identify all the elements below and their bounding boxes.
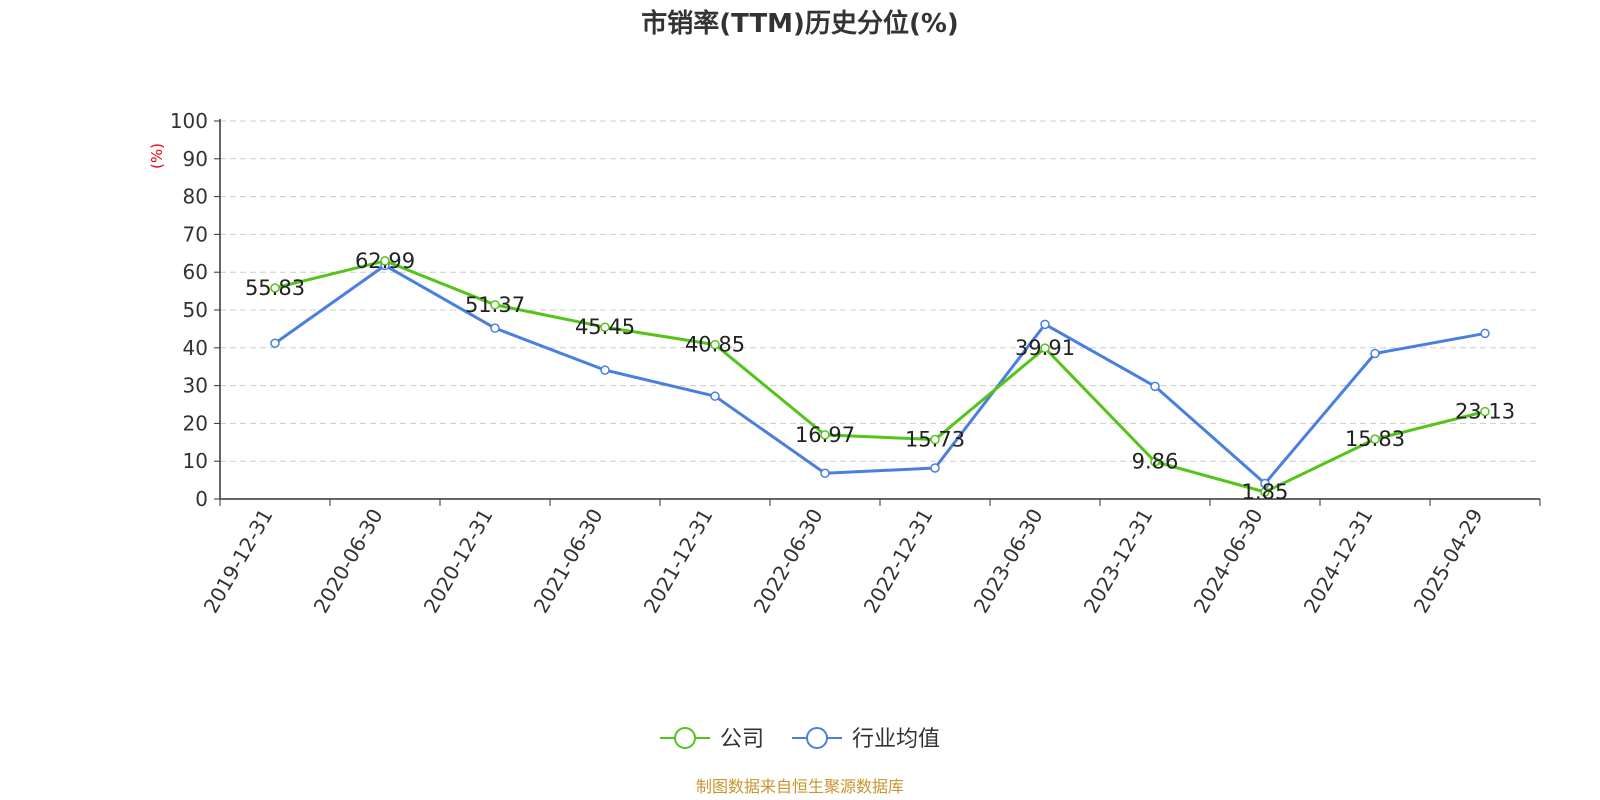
legend-marker-industry-avg (806, 727, 828, 749)
data-label: 23.13 (1455, 400, 1515, 424)
y-axis: 0 10 20 30 40 50 60 70 80 90 100 (170, 109, 221, 511)
data-point[interactable] (820, 430, 830, 440)
data-point[interactable] (930, 434, 940, 445)
x-tick-label: 2020-12-31 (419, 505, 498, 618)
y-tick-label: 40 (183, 336, 208, 360)
data-label: 1.85 (1242, 480, 1289, 504)
data-label: 16.97 (795, 423, 855, 447)
gridlines (220, 120, 1540, 462)
data-point[interactable] (1040, 319, 1050, 330)
data-label: 15.83 (1345, 427, 1405, 451)
y-tick-label: 80 (183, 185, 208, 209)
data-point[interactable] (600, 365, 610, 375)
data-point[interactable] (270, 338, 280, 349)
series-layer (270, 256, 1490, 497)
legend-label-company: 公司 (720, 727, 764, 752)
data-label: 39.91 (1015, 336, 1075, 360)
data-point[interactable] (1150, 381, 1160, 392)
legend-item-company[interactable]: 公司 (660, 727, 764, 752)
data-labels: 55.83 62.99 51.37 45.45 40.85 16.97 15.73 39.91… (245, 249, 1515, 504)
x-tick-label: 2022-12-31 (859, 505, 938, 618)
x-tick-label: 2020-06-30 (309, 505, 388, 618)
y-tick-label: 100 (170, 109, 208, 133)
data-point[interactable] (1370, 434, 1380, 444)
data-point[interactable] (380, 256, 390, 266)
legend-marker-company (674, 727, 696, 749)
data-label: 62.99 (355, 249, 415, 273)
y-tick-label: 30 (183, 374, 208, 398)
data-point[interactable] (1040, 343, 1050, 353)
source-note: 制图数据来自恒生聚源数据库 (696, 777, 904, 796)
x-tick-label: 2019-12-31 (199, 505, 278, 618)
y-tick-label: 20 (183, 411, 208, 435)
data-point[interactable] (1370, 348, 1380, 359)
data-point[interactable] (270, 283, 280, 293)
data-point[interactable] (600, 322, 610, 332)
data-label: 40.85 (685, 333, 745, 357)
x-tick-label: 2024-12-31 (1299, 505, 1378, 618)
series-line (274, 259, 1486, 494)
data-label: 55.83 (245, 276, 305, 300)
data-point[interactable] (930, 463, 940, 473)
data-point[interactable] (1480, 406, 1490, 417)
x-tick-label: 2024-06-30 (1189, 505, 1268, 618)
data-point[interactable] (820, 468, 830, 479)
x-tick-label: 2022-06-30 (749, 505, 828, 618)
y-tick-label: 70 (183, 222, 208, 246)
x-axis: 2019-12-31 2020-06-30 2020-12-31 2021-06-30… (199, 498, 1541, 618)
data-point[interactable] (1150, 456, 1160, 467)
series-line (274, 263, 1486, 486)
x-tick-label: 2021-12-31 (639, 505, 718, 618)
data-point[interactable] (1480, 328, 1490, 339)
data-point[interactable] (490, 300, 500, 310)
x-tick-label: 2025-04-29 (1409, 505, 1488, 618)
x-tick-label: 2023-06-30 (969, 505, 1048, 618)
y-tick-label: 90 (183, 147, 208, 171)
chart-title: 市销率(TTM)历史分位(%) (641, 8, 959, 39)
y-tick-label: 60 (183, 260, 208, 284)
data-point[interactable] (710, 339, 720, 350)
y-tick-label: 50 (183, 298, 208, 322)
data-label: 51.37 (465, 293, 525, 317)
x-tick-label: 2021-06-30 (529, 505, 608, 618)
data-label: 15.73 (905, 428, 965, 452)
data-point[interactable] (490, 323, 500, 333)
y-tick-label: 0 (195, 487, 208, 511)
data-label: 9.86 (1132, 450, 1179, 474)
y-tick-label: 10 (183, 449, 208, 473)
data-point[interactable] (710, 391, 720, 401)
legend-label-industry-avg: 行业均值 (852, 727, 940, 752)
legend-item-industry-avg[interactable]: 行业均值 (792, 727, 940, 752)
legend: 公司 行业均值 (660, 727, 940, 752)
x-tick-label: 2023-12-31 (1079, 505, 1158, 618)
y-axis-unit: (%) (148, 143, 166, 169)
data-point[interactable] (1260, 487, 1270, 497)
data-label: 45.45 (575, 315, 635, 339)
